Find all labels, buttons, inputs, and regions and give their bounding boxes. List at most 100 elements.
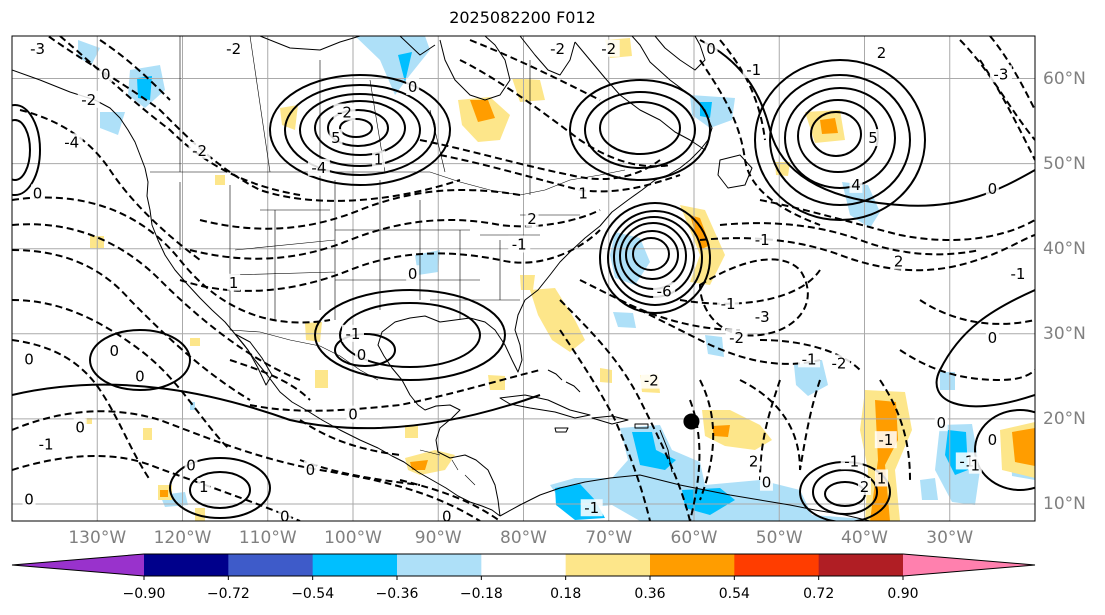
contour-label-bg: [725, 329, 748, 347]
contour-label-bg: [197, 477, 211, 495]
longitude-tick-label: 90°W: [414, 528, 462, 548]
colorbar-segment: [228, 554, 314, 576]
contour-label: -1: [512, 235, 527, 253]
contour-label: -2: [192, 142, 207, 160]
contour-label-bg: [866, 129, 880, 147]
shade-yellow-p7: [85, 418, 92, 424]
contour-label: 0: [306, 461, 316, 479]
longitude-tick-label: 30°W: [926, 528, 974, 548]
coast-gulf-ca: [377, 127, 713, 517]
contour-label-bg: [133, 367, 147, 385]
border-states: [179, 175, 580, 330]
shade-orange-e: [1012, 428, 1035, 466]
shade-yellow-mx: [315, 370, 328, 388]
contour-label-bg: [985, 329, 999, 347]
contour-label: 0: [936, 414, 946, 432]
colorbar-tick-label: −0.36: [375, 586, 419, 602]
contour-label-bg: [892, 252, 906, 270]
contour-label: -2: [601, 40, 616, 58]
coast-na-west: [12, 69, 501, 517]
longitude-tick-label: 100°W: [324, 528, 382, 548]
contour-label-bg: [77, 90, 100, 108]
coast-hisp: [591, 415, 629, 425]
contour-label-bg: [747, 452, 761, 470]
contour-label: 2: [877, 44, 887, 62]
contour-label-bg: [188, 141, 211, 159]
shade-blue-gl: [415, 250, 440, 275]
colorbar-segment: [818, 554, 904, 576]
shade-blue-c: [794, 360, 828, 396]
contour-label: 0: [442, 508, 452, 526]
longitude-tick-label: 40°W: [841, 528, 888, 548]
contour-label: 2: [860, 478, 870, 496]
contour-label-bg: [751, 307, 774, 325]
contour-label-bg: [329, 129, 343, 147]
shade-deepblue-carib3: [682, 488, 735, 515]
colorbar-segment: [397, 554, 482, 576]
contour-label-bg: [73, 418, 87, 436]
political-borders: [150, 36, 626, 486]
contour-label: -1: [755, 231, 770, 249]
contour-label: -6: [657, 282, 672, 300]
contour-label: -3: [755, 308, 770, 326]
coast-greenland: [654, 36, 706, 71]
border-us-mexico: [229, 329, 379, 381]
contour-label-bg: [31, 184, 45, 202]
colorbar-tick-label: −0.72: [206, 586, 250, 602]
contour-label: -1: [1010, 265, 1025, 283]
contour-label: -4: [64, 133, 79, 151]
colorbar-segment: [144, 554, 229, 576]
anomaly-shading: [78, 36, 1035, 521]
colorbar-tick-label: −0.54: [291, 586, 335, 602]
contour-label-bg: [849, 175, 863, 193]
shade-orange-ca: [410, 460, 428, 470]
shade-blue-e: [613, 312, 636, 328]
contour-label: 0: [988, 180, 998, 198]
contour-label-bg: [99, 65, 113, 83]
colorbar-segment: [312, 554, 398, 576]
contour-label-bg: [875, 44, 889, 62]
contour-label: -2: [81, 91, 96, 109]
contour-label: 0: [110, 342, 120, 360]
contour-label: 0: [408, 78, 418, 96]
contour-label: -1: [844, 452, 859, 470]
contour-label: -3: [993, 65, 1008, 83]
shade-deepblue-nw: [137, 76, 152, 100]
shade-deepblue-hudson: [398, 52, 412, 82]
contour-label: -1: [802, 350, 817, 368]
shade-blue-e5: [920, 478, 938, 500]
contour-label-bg: [307, 158, 330, 176]
contour-label: 1: [199, 478, 209, 496]
contour-label-bg: [525, 209, 539, 227]
colorbar-tick-label: 0.18: [550, 586, 582, 602]
contour-label-bg: [985, 431, 999, 449]
contour-label: 0: [24, 350, 34, 368]
latitude-tick-label: 20°N: [1043, 408, 1086, 429]
contour-pac2: [89, 329, 191, 391]
contour-label-bg: [798, 350, 821, 368]
shade-orange-invest: [712, 425, 730, 437]
shade-yellow-p5: [190, 338, 200, 346]
contour-label: -4: [311, 159, 326, 177]
colorbar-segment: [734, 554, 820, 576]
contour-label-bg: [546, 39, 569, 57]
contour-label-bg: [346, 405, 360, 423]
colorbar-tick-label: 0.72: [803, 586, 835, 602]
contour-label-bg: [751, 231, 774, 249]
high-contour-ca: [269, 74, 451, 186]
contour-label: 0: [135, 367, 145, 385]
colorbar-extend-low: [12, 554, 144, 576]
contour-label-bg: [640, 371, 663, 389]
contour-label-bg: [222, 39, 245, 57]
contour-label: 2: [894, 252, 904, 270]
contour-label-bg: [355, 346, 369, 364]
contour-label: 0: [24, 491, 34, 509]
coast-baja: [234, 333, 273, 386]
coastlines: [12, 36, 871, 521]
contour-label-bg: [508, 235, 531, 253]
shade-blue-carib: [550, 425, 880, 521]
contour-label-bg: [22, 350, 36, 368]
contour-label: 2: [527, 210, 537, 228]
contour-label-bg: [576, 184, 590, 202]
